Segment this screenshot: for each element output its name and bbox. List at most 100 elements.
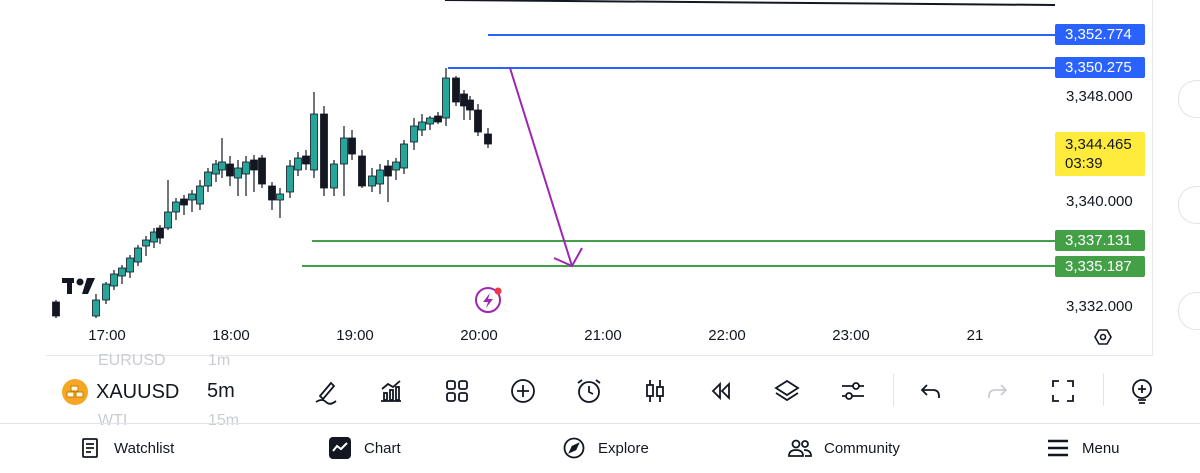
x-axis-label: 18:00 bbox=[212, 327, 250, 344]
prev-interval-ghost: 1m bbox=[208, 352, 231, 369]
y-axis-label: 3,340.000 bbox=[1066, 193, 1133, 210]
candle-down bbox=[452, 77, 460, 103]
time-axis-separator bbox=[46, 355, 1152, 356]
nav-community[interactable]: Community bbox=[788, 436, 900, 460]
toolbar-divider bbox=[893, 374, 894, 406]
candle-style-icon[interactable] bbox=[637, 374, 673, 408]
nav-chart[interactable]: Chart bbox=[328, 436, 401, 460]
candle-up bbox=[442, 77, 450, 119]
candle-up bbox=[376, 169, 384, 185]
price-tag-green-top[interactable]: 3,337.131 bbox=[1055, 230, 1145, 251]
candle-down bbox=[226, 163, 234, 177]
nav-explore[interactable]: Explore bbox=[562, 436, 649, 460]
y-axis-label: 3,348.000 bbox=[1066, 88, 1133, 105]
interval-selector[interactable]: 5m bbox=[207, 380, 235, 402]
hamburger-menu-icon bbox=[1046, 436, 1070, 460]
candle-up bbox=[164, 211, 172, 229]
replay-icon[interactable] bbox=[703, 374, 739, 408]
settings-sliders-icon[interactable] bbox=[835, 374, 871, 408]
alert-icon[interactable] bbox=[571, 374, 607, 408]
candle-up bbox=[340, 137, 348, 165]
candle-up bbox=[276, 193, 284, 201]
price-axis-separator bbox=[1152, 0, 1153, 356]
candle-up bbox=[126, 257, 134, 273]
compass-icon bbox=[562, 436, 586, 460]
candle-up bbox=[418, 121, 426, 131]
toolbar-divider bbox=[1103, 374, 1104, 406]
price-chart[interactable] bbox=[0, 0, 1152, 356]
candle-up bbox=[400, 143, 408, 169]
price-tag-green-bottom[interactable]: 3,335.187 bbox=[1055, 256, 1145, 277]
x-axis-label: 23:00 bbox=[832, 327, 870, 344]
candle-down bbox=[258, 157, 266, 185]
chart-icon bbox=[328, 436, 352, 460]
candle-up bbox=[294, 157, 302, 171]
chart-area[interactable]: 3,352.774 3,350.275 3,344.465 03:39 3,33… bbox=[0, 0, 1200, 356]
candle-up bbox=[242, 161, 250, 175]
candle-up bbox=[392, 161, 400, 171]
candle-down bbox=[474, 109, 482, 133]
trend-line bbox=[444, 0, 1056, 6]
community-icon bbox=[788, 436, 812, 460]
candle-down bbox=[348, 137, 356, 155]
y-axis-label: 3,332.000 bbox=[1066, 298, 1133, 315]
zoom-add-icon[interactable] bbox=[1124, 374, 1160, 408]
redo-icon[interactable] bbox=[979, 374, 1015, 408]
candle-down bbox=[384, 165, 392, 177]
candle-up bbox=[134, 247, 142, 263]
candle-up bbox=[204, 171, 212, 187]
projection-arrow bbox=[509, 67, 573, 267]
next-interval-ghost: 15m bbox=[208, 412, 240, 429]
candles-group bbox=[52, 68, 492, 318]
bar-countdown: 03:39 bbox=[1065, 155, 1103, 172]
nav-explore-label: Explore bbox=[598, 439, 649, 457]
x-axis-label: 17:00 bbox=[88, 327, 126, 344]
candle-down bbox=[180, 198, 188, 206]
candle-up bbox=[118, 267, 126, 277]
undo-icon[interactable] bbox=[913, 374, 949, 408]
candle-up bbox=[218, 161, 226, 171]
candle-up bbox=[92, 299, 100, 317]
price-tag-blue-top[interactable]: 3,352.774 bbox=[1055, 24, 1145, 45]
projection-arrow-head bbox=[553, 247, 583, 268]
symbol-selector[interactable]: XAUUSD bbox=[62, 377, 179, 407]
watchlist-icon bbox=[78, 436, 102, 460]
chart-toolbar: EURUSD 1m WTI 15m bbox=[0, 352, 1200, 429]
nav-menu[interactable]: Menu bbox=[1046, 436, 1120, 460]
tradingview-logo-icon bbox=[62, 278, 95, 294]
lightning-event-icon bbox=[475, 287, 502, 313]
bottom-nav: Watchlist Chart Explore Community Menu bbox=[0, 423, 1200, 473]
nav-watchlist[interactable]: Watchlist bbox=[78, 436, 174, 460]
candle-down bbox=[434, 115, 442, 123]
candle-down bbox=[156, 227, 164, 239]
candle-up bbox=[330, 163, 338, 189]
gold-coin-icon bbox=[62, 379, 88, 405]
current-price: 3,344.465 bbox=[1065, 136, 1132, 153]
templates-icon[interactable] bbox=[439, 374, 475, 408]
candle-up bbox=[310, 113, 318, 171]
indicators-icon[interactable] bbox=[373, 374, 409, 408]
candle-up bbox=[368, 175, 376, 187]
candle-down bbox=[466, 99, 474, 111]
candle-up bbox=[410, 125, 418, 143]
layers-icon[interactable] bbox=[769, 374, 805, 408]
candle-up bbox=[286, 165, 294, 193]
axis-settings-icon bbox=[1094, 329, 1112, 345]
candle-down bbox=[302, 155, 310, 165]
prev-symbol-ghost: EURUSD bbox=[98, 352, 166, 369]
candle-up bbox=[110, 273, 118, 287]
x-axis-label: 21 bbox=[966, 327, 984, 344]
price-tag-blue-bottom[interactable]: 3,350.275 bbox=[1055, 57, 1145, 78]
candle-up bbox=[172, 201, 180, 213]
x-axis-label: 22:00 bbox=[708, 327, 746, 344]
fullscreen-icon[interactable] bbox=[1045, 374, 1081, 408]
candle-up bbox=[196, 185, 204, 205]
pen-icon[interactable] bbox=[308, 374, 344, 408]
nav-chart-label: Chart bbox=[364, 439, 401, 457]
x-axis-label: 20:00 bbox=[460, 327, 498, 344]
x-axis-label: 19:00 bbox=[336, 327, 374, 344]
symbol-name[interactable]: XAUUSD bbox=[96, 380, 180, 403]
candle-up bbox=[426, 117, 434, 125]
x-axis-label: 21:00 bbox=[584, 327, 622, 344]
add-icon[interactable] bbox=[505, 374, 541, 408]
